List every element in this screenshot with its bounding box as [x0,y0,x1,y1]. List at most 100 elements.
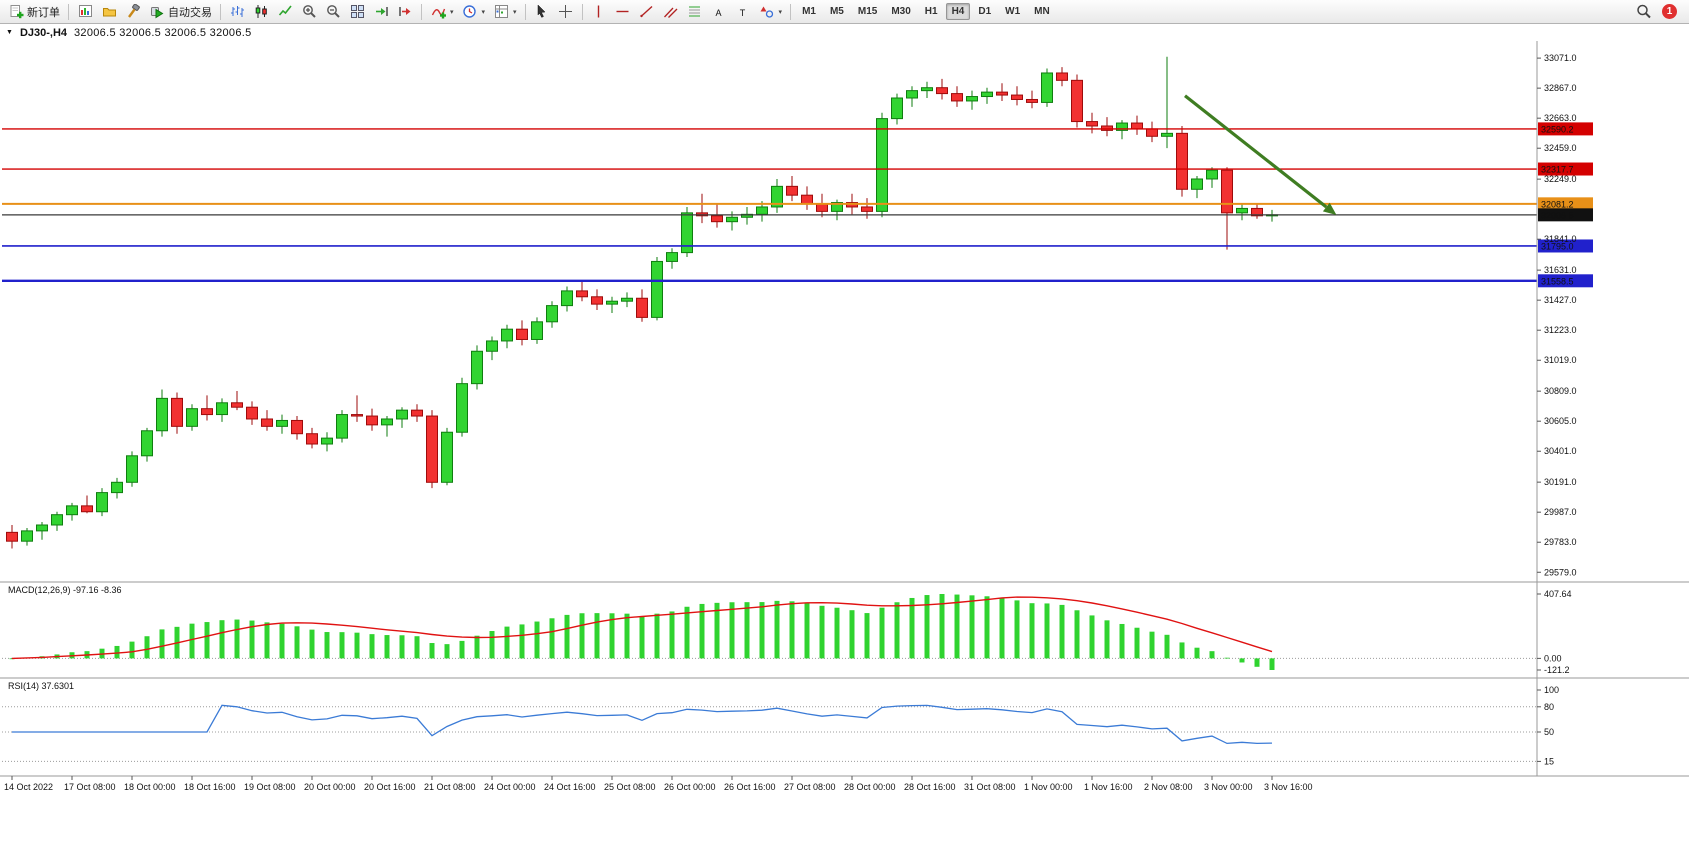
search-icon [1635,4,1651,20]
macd-bar [489,631,495,659]
macd-bar [1029,603,1035,659]
search-button[interactable] [1631,2,1655,22]
macd-bar [204,622,210,659]
macd-bar [1014,600,1020,659]
timeframe-button-h4[interactable]: H4 [945,3,971,20]
timeframe-button-m30[interactable]: M30 [891,6,911,17]
macd-bar [909,597,915,659]
chart-plot-area[interactable] [0,41,1537,582]
horizontal-line-button[interactable] [611,2,635,22]
time-axis[interactable]: 14 Oct 2022 17 Oct 08:00 18 Oct 00:00 18 Oc… [4,776,1313,792]
price-badge [1538,274,1593,288]
candle [141,430,153,457]
candle [651,260,663,318]
candlestick-chart-button[interactable] [249,2,273,22]
macd-bar [834,607,840,659]
linechart-icon [277,4,293,20]
macd-bar [654,613,660,659]
rsi-axis-label: 80 [1544,702,1554,712]
macd-bar [1134,627,1140,659]
timeframe-button-h1[interactable]: H1 [924,6,938,17]
macd-bar [549,618,555,659]
dropdown-caret-icon: ▾ [778,8,783,16]
templates-button[interactable]: ▾ [489,2,521,22]
macd-bar [639,616,645,659]
macd-bar [1149,631,1155,659]
timeframe-button-m5[interactable]: M5 [829,6,844,17]
indicators-button[interactable]: ▾ [426,2,458,22]
candle [1146,128,1158,137]
macd-bar [339,632,345,659]
price-tick-label: 29987.0 [1544,507,1577,517]
candle [396,409,408,420]
new-order-button[interactable]: 新订单 [4,2,64,22]
macd-bar [114,645,120,659]
window-menu-icon[interactable]: ▼ [6,29,13,36]
macd-bar [1224,657,1230,659]
timeframe-button-m1[interactable]: M1 [802,6,816,17]
price-tick-label: 32459.0 [1544,143,1577,153]
channel-button[interactable] [659,2,683,22]
dropdown-caret-icon: ▾ [450,8,454,16]
rsi-panel-area[interactable] [0,678,1537,776]
macd-bar [444,644,450,659]
strategy-tester-button[interactable] [121,2,145,22]
arrows-button[interactable]: ▾ [755,2,787,22]
macd-panel-area[interactable] [0,582,1537,678]
candle [291,419,303,435]
candle [351,414,363,417]
trend-arrow-object[interactable] [1184,94,1337,216]
chart-shift-button[interactable] [393,2,417,22]
auto-scroll-button[interactable] [369,2,393,22]
timeframe-button-w1[interactable]: W1 [1005,6,1021,17]
trendline-button[interactable] [635,2,659,22]
macd-bar [594,613,600,659]
bar-chart-button[interactable] [225,2,249,22]
cursor-button[interactable] [530,2,554,22]
profiles-button[interactable] [97,2,121,22]
text-button[interactable]: A [707,2,731,22]
candle [1176,132,1188,190]
candle [381,418,393,426]
candle [426,415,438,483]
zoom-out-button[interactable] [321,2,345,22]
price-badge-label: 32590.2 [1541,124,1574,134]
candle [201,408,213,416]
timeframe-button-mn[interactable]: MN [1034,6,1050,17]
macd-bar [609,613,615,659]
chart-ohlc-values: 32006.5 32006.5 32006.5 32006.5 [74,26,252,39]
fibonacci-button[interactable] [683,2,707,22]
candle [621,297,633,302]
vertical-line-button[interactable] [587,2,611,22]
price-badge [1538,197,1593,211]
macd-bar [309,629,315,659]
periods-button[interactable]: ▾ [458,2,490,22]
candle [216,402,228,416]
trendline-icon [639,4,655,20]
candle [996,91,1008,96]
crosshair-button[interactable] [554,2,578,22]
text-label-button[interactable]: T [731,2,755,22]
candle [21,530,33,542]
candle [186,408,198,427]
tile-windows-button[interactable] [345,2,369,22]
new-chart-button[interactable] [73,2,97,22]
toolbar-separator [68,3,69,20]
price-axis[interactable]: 33071.0 32867.0 32663.0 32459.0 32249.0 31841… [1537,53,1577,577]
candle [156,397,168,432]
line-chart-button[interactable] [273,2,297,22]
macd-bar [969,595,975,659]
price-tick-label: 32663.0 [1544,113,1577,123]
zoom-in-button[interactable] [297,2,321,22]
notification-badge[interactable]: 1 [1662,4,1677,19]
auto-trading-button[interactable]: 自动交易 [145,2,216,22]
macd-bar [789,601,795,659]
dropdown-caret-icon: ▾ [513,8,517,16]
macd-bar [924,595,930,659]
macd-panel: 407.64 0.00 -121.2 MACD(12,26,9) -97.16 -8.… [2,585,1572,675]
macd-bar [429,643,435,659]
timeframe-button-m15[interactable]: M15 [857,6,878,17]
candle [336,414,348,439]
timeframe-button-d1[interactable]: D1 [978,6,992,17]
